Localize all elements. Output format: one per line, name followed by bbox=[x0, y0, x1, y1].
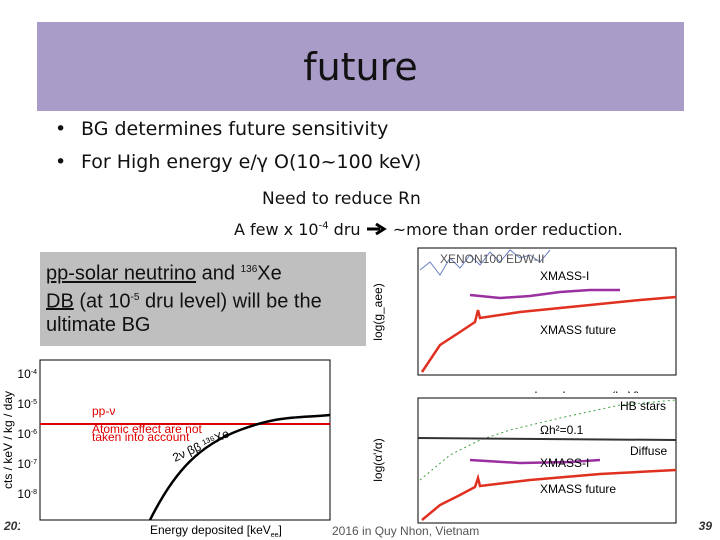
title: future bbox=[303, 44, 418, 89]
footer-page: 39 bbox=[699, 519, 713, 533]
bullet: • BG determines future sensitivity bbox=[55, 118, 389, 140]
note: Need to reduce Rn bbox=[262, 189, 421, 209]
callout-text: and bbox=[196, 262, 241, 285]
y-tick-label: 10-6 bbox=[17, 427, 37, 441]
bullet: • For High energy e/γ O(10~100 keV) bbox=[55, 151, 422, 173]
plot-label: XMASS future bbox=[540, 323, 616, 337]
tick-exp: -4 bbox=[31, 369, 37, 376]
tick-exp: -6 bbox=[31, 429, 37, 436]
x-label-end: ] bbox=[279, 523, 282, 537]
note-exp: -4 bbox=[318, 220, 329, 232]
x-label: Energy deposited [keVee] bbox=[150, 523, 282, 539]
plot-bottom-bg bbox=[370, 393, 690, 540]
tick-base: 10 bbox=[17, 427, 31, 441]
plot-label: Diffuse bbox=[630, 444, 667, 458]
x-label-text: Energy deposited [keV bbox=[150, 523, 271, 537]
callout-text: pp-solar neutrino bbox=[46, 262, 197, 285]
y-tick-label: 10-4 bbox=[17, 367, 37, 381]
omega-line bbox=[417, 437, 677, 441]
bb-curve bbox=[148, 413, 331, 521]
tick-exp: -7 bbox=[31, 459, 37, 466]
plot-label: Ωh²=0.1 bbox=[540, 423, 584, 437]
callout-text: (at 10 bbox=[73, 290, 131, 313]
tick-base: 10 bbox=[17, 487, 31, 501]
title-bar: future bbox=[37, 22, 684, 111]
footer-venue: 2016 in Quy Nhon, Vietnam bbox=[332, 524, 479, 538]
y-label: log(g_aee) bbox=[371, 283, 385, 340]
plot-bottom-frame bbox=[417, 397, 677, 524]
xmassf-curve bbox=[420, 295, 677, 373]
tick-base: 10 bbox=[17, 457, 31, 471]
note: A few x 10-4 dru ~more than order reduct… bbox=[234, 220, 623, 239]
tick-base: 10 bbox=[17, 397, 31, 411]
callout-text: dru level) will be the ultimate BG bbox=[46, 290, 322, 337]
xmass1-curve bbox=[469, 458, 601, 465]
bullet-text: For High energy e/γ O(10~100 keV) bbox=[81, 151, 422, 173]
plot-label: XMASS-I bbox=[540, 456, 589, 470]
tick-exp: -5 bbox=[31, 399, 37, 406]
callout-sup: -5 bbox=[130, 291, 140, 303]
callout-sup: 136 bbox=[240, 264, 258, 275]
plot-label: taken into account bbox=[92, 430, 190, 444]
y-tick-label: 10-5 bbox=[17, 397, 37, 411]
xmassf-curve bbox=[421, 468, 677, 521]
plot-top-frame bbox=[417, 247, 677, 376]
xenon-curve bbox=[419, 249, 551, 276]
plot-label: XMASS-I bbox=[540, 269, 589, 283]
tick-base: 10 bbox=[17, 367, 31, 381]
plot-label: XMASS future bbox=[540, 482, 616, 496]
y-label: log(α'/α) bbox=[371, 438, 385, 482]
callout-text: Xe bbox=[257, 262, 282, 285]
x-label-sub: ee bbox=[271, 532, 279, 539]
note-text: ~more than order reduction. bbox=[392, 220, 623, 239]
callout-text: DB bbox=[46, 290, 74, 313]
xmass1-curve bbox=[469, 288, 620, 300]
plot-label: HB stars bbox=[620, 399, 666, 413]
callout: pp-solar neutrino and 136Xe DB (at 10-5 d… bbox=[40, 252, 366, 346]
plot-label: Atomic effect are not bbox=[92, 422, 203, 436]
y-tick-label: 10-8 bbox=[17, 487, 37, 501]
plot-left-frame bbox=[39, 359, 331, 521]
note-text: A few x 10 bbox=[234, 220, 319, 239]
bullet-text: BG determines future sensitivity bbox=[81, 118, 389, 140]
y-label: cts / keV / kg / day bbox=[1, 391, 15, 489]
plot-label: pp-ν bbox=[92, 404, 115, 418]
tick-exp: -8 bbox=[31, 489, 37, 496]
note-text: dru bbox=[328, 220, 366, 239]
plot-left-bg bbox=[20, 350, 365, 540]
plot-label: XENON100 EDW-II bbox=[440, 252, 544, 266]
y-tick-label: 10-7 bbox=[17, 457, 37, 471]
arrow bbox=[366, 222, 387, 236]
